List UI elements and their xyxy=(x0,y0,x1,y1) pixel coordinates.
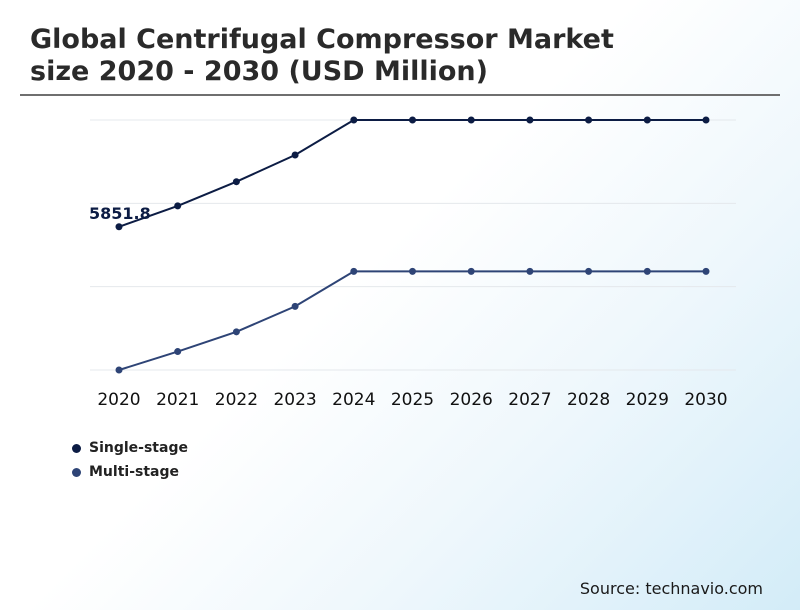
legend-label-single-stage: Single-stage xyxy=(89,440,188,456)
x-tick-label: 2029 xyxy=(626,390,669,410)
data-label: 5851.8 xyxy=(89,204,151,223)
data-labels: 5851.8 xyxy=(89,204,151,223)
data-point-multi-stage-2028[interactable] xyxy=(585,267,593,275)
x-tick-label: 2022 xyxy=(215,390,258,410)
data-point-multi-stage-2026[interactable] xyxy=(467,267,475,275)
data-point-multi-stage-2021[interactable] xyxy=(174,348,182,356)
data-point-multi-stage-2020[interactable] xyxy=(115,366,123,374)
series-lines xyxy=(118,119,706,371)
data-point-single-stage-2025[interactable] xyxy=(409,116,416,124)
x-tick-label: 2024 xyxy=(332,390,375,410)
data-point-single-stage-2021[interactable] xyxy=(174,202,182,210)
data-point-multi-stage-2027[interactable] xyxy=(526,267,534,275)
data-point-multi-stage-2022[interactable] xyxy=(232,328,240,336)
data-point-single-stage-2026[interactable] xyxy=(467,116,475,124)
x-tick-label: 2030 xyxy=(684,390,727,410)
legend: Single-stage Multi-stage xyxy=(72,436,188,484)
data-point-multi-stage-2025[interactable] xyxy=(409,267,416,275)
legend-label-multi-stage: Multi-stage xyxy=(89,464,179,480)
x-tick-label: 2025 xyxy=(391,390,434,410)
data-point-single-stage-2022[interactable] xyxy=(232,178,240,186)
legend-item-multi-stage[interactable]: Multi-stage xyxy=(72,460,188,484)
data-point-single-stage-2029[interactable] xyxy=(643,116,651,124)
title-divider xyxy=(20,94,780,96)
data-point-multi-stage-2024[interactable] xyxy=(350,267,358,275)
legend-item-single-stage[interactable]: Single-stage xyxy=(72,436,188,460)
x-tick-label: 2028 xyxy=(567,390,610,410)
data-point-multi-stage-2030[interactable] xyxy=(702,267,710,275)
data-point-single-stage-2024[interactable] xyxy=(350,116,358,124)
series-line-single-stage xyxy=(118,119,706,228)
x-tick-label: 2020 xyxy=(97,390,140,410)
x-axis-tick-labels: 2020 2021 2022 2023 2024 2025 2026 2027 2028 2029… xyxy=(97,390,727,410)
x-tick-label: 2027 xyxy=(508,390,551,410)
data-point-single-stage-2023[interactable] xyxy=(291,151,299,159)
legend-marker-single-stage xyxy=(72,443,81,453)
data-point-multi-stage-2023[interactable] xyxy=(291,302,299,310)
data-point-single-stage-2030[interactable] xyxy=(702,116,710,124)
x-tick-label: 2023 xyxy=(273,390,316,410)
data-point-multi-stage-2029[interactable] xyxy=(643,267,651,275)
x-tick-label: 2021 xyxy=(156,390,199,410)
data-point-single-stage-2028[interactable] xyxy=(585,116,593,124)
series-points xyxy=(115,116,710,374)
source-credit: Source: technavio.com xyxy=(579,579,763,598)
chart-title: Global Centrifugal Compressor Market siz… xyxy=(30,24,614,87)
gridlines xyxy=(90,119,736,371)
data-point-single-stage-2027[interactable] xyxy=(526,116,534,124)
x-tick-label: 2026 xyxy=(450,390,493,410)
legend-marker-multi-stage xyxy=(72,467,81,477)
data-point-single-stage-2020[interactable] xyxy=(115,223,123,231)
